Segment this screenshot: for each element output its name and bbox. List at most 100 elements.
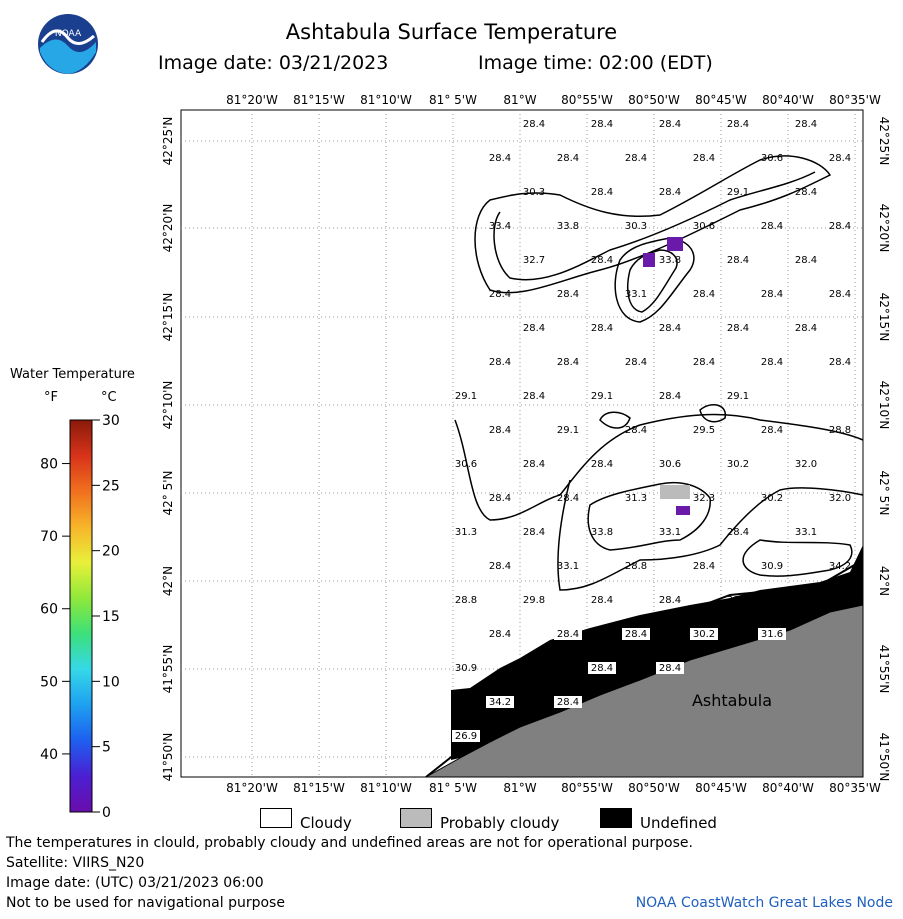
longitude-label: 80°40'W xyxy=(762,93,814,107)
temperature-reading: 28.4 xyxy=(523,527,545,538)
temperature-reading: 30.6 xyxy=(523,663,545,674)
reading-bg xyxy=(622,628,650,640)
temperature-reading: 28.4 xyxy=(727,255,749,266)
temperature-reading: 28.4 xyxy=(795,323,817,334)
temperature-readings: 28.4 28.4 28.4 28.4 28.4 28.4 28.4 28.4 28.4 30.6… xyxy=(452,119,851,742)
celsius-ticks: 30 25 20 15 10 5 0 xyxy=(92,413,120,821)
undefined-swatch xyxy=(600,808,632,828)
celsius-tick-label: 15 xyxy=(102,609,120,625)
fahrenheit-tick-label: 50 xyxy=(40,674,58,690)
temperature-reading: 28.4 xyxy=(489,425,511,436)
latitude-label: 42°10'N xyxy=(161,381,175,430)
temperature-reading: 34.2 xyxy=(795,595,817,606)
temperature-reading: 34.2 xyxy=(489,697,511,708)
temperature-reading: 28.4 xyxy=(659,187,681,198)
cloudy-label: Cloudy xyxy=(300,814,352,832)
temperature-reading: 28.4 xyxy=(591,459,613,470)
place-label-ashtabula: Ashtabula xyxy=(692,691,772,710)
temperature-reading: 30.3 xyxy=(625,221,647,232)
temperature-reading: 28.4 xyxy=(761,221,783,232)
latitude-label: 42°20'N xyxy=(877,204,891,253)
temperature-reading: 28.4 xyxy=(693,289,715,300)
unit-celsius: °C xyxy=(101,390,117,405)
logo-wave xyxy=(40,39,96,74)
longitude-label: 81°10'W xyxy=(360,781,412,795)
longitude-label: 80°45'W xyxy=(695,781,747,795)
contour-line xyxy=(557,479,864,591)
fahrenheit-tick-label: 60 xyxy=(40,602,58,618)
fahrenheit-tick-label: 40 xyxy=(40,747,58,763)
temperature-reading: 33.1 xyxy=(625,289,647,300)
temperature-reading: 30.2 xyxy=(727,459,749,470)
contour-line xyxy=(587,481,711,551)
temperature-reading: 33.4 xyxy=(489,221,511,232)
temperature-reading: 28.4 xyxy=(557,289,579,300)
temperature-reading: 30.6 xyxy=(455,459,477,470)
image-time-label: Image time: 02:00 (EDT) xyxy=(478,52,713,74)
temperature-reading: 28.4 xyxy=(795,255,817,266)
temperature-reading: 28.4 xyxy=(727,323,749,334)
latitude-label: 42° 5'N xyxy=(877,471,891,516)
temperature-reading: 31.3 xyxy=(625,493,647,504)
temperature-reading: 33.1 xyxy=(557,561,579,572)
longitude-label: 80°35'W xyxy=(829,93,881,107)
temperature-reading: 33.8 xyxy=(557,221,579,232)
longitude-label: 81°15'W xyxy=(293,93,345,107)
probably-cloudy-patch xyxy=(660,485,690,499)
temperature-reading: 28.4 xyxy=(489,561,511,572)
temperature-reading: 28.4 xyxy=(727,527,749,538)
temperature-reading: 31.6 xyxy=(761,629,783,640)
warm-pixels xyxy=(643,237,690,515)
temperature-reading: 28.4 xyxy=(557,153,579,164)
reading-bg xyxy=(656,662,684,674)
utc-date-text: Image date: (UTC) 03/21/2023 06:00 xyxy=(6,875,264,891)
reading-bg xyxy=(588,662,616,674)
temperature-reading: 29.1 xyxy=(591,391,613,402)
temperature-reading: 28.4 xyxy=(829,289,851,300)
latitude-labels-right: 42°25'N 42°20'N 42°15'N 42°10'N 42° 5'N 42°N 4… xyxy=(877,117,891,782)
temperature-reading: 29.1 xyxy=(455,391,477,402)
temperature-contours xyxy=(454,155,864,591)
longitude-label: 80°50'W xyxy=(628,93,680,107)
temperature-reading: 30.6 xyxy=(761,153,783,164)
celsius-tick-label: 10 xyxy=(102,674,120,690)
temperature-reading: 28.4 xyxy=(659,663,681,674)
noaa-logo: NOAA xyxy=(38,14,98,74)
warm-pixel xyxy=(643,253,655,267)
probably-cloudy-swatch xyxy=(400,808,432,828)
longitude-labels-top: 81°20'W 81°15'W 81°10'W 81° 5'W 81°W 80°55'W 8… xyxy=(226,93,881,107)
temperature-reading: 28.4 xyxy=(489,153,511,164)
latitude-label: 42° 5'N xyxy=(161,471,175,516)
temperature-reading: 28.4 xyxy=(523,323,545,334)
longitude-label: 81°20'W xyxy=(226,781,278,795)
temperature-reading: 32.3 xyxy=(693,493,715,504)
temperature-reading: 32.7 xyxy=(523,255,545,266)
celsius-tick-label: 5 xyxy=(102,740,111,756)
longitude-label: 81°W xyxy=(503,781,536,795)
reading-bg xyxy=(690,628,718,640)
temperature-reading: 28.4 xyxy=(591,663,613,674)
temperature-reading: 28.4 xyxy=(591,119,613,130)
temperature-reading: 26.9 xyxy=(455,731,477,742)
reading-bg xyxy=(486,628,514,640)
reading-bg xyxy=(554,696,582,708)
temperature-reading: 29.5 xyxy=(693,425,715,436)
latitude-label: 42°20'N xyxy=(161,204,175,253)
credit-text: NOAA CoastWatch Great Lakes Node xyxy=(635,895,893,911)
temperature-reading: 28.4 xyxy=(489,629,511,640)
color-bar xyxy=(69,419,93,813)
temperature-reading: 28.4 xyxy=(523,119,545,130)
latitude-label: 42°N xyxy=(161,566,175,596)
fahrenheit-ticks: 80 70 60 50 40 xyxy=(40,457,70,763)
disclaimer-text: The temperatures in clould, probably clo… xyxy=(6,835,693,851)
contour-line xyxy=(699,403,727,423)
temperature-reading: 28.4 xyxy=(625,153,647,164)
temperature-reading: 28.4 xyxy=(761,357,783,368)
navigation-warning: Not to be used for navigational purpose xyxy=(6,895,285,911)
latitude-label: 41°55'N xyxy=(161,645,175,694)
contour-line xyxy=(454,413,864,521)
page-title: Ashtabula Surface Temperature xyxy=(285,20,618,44)
reading-bg xyxy=(758,628,786,640)
